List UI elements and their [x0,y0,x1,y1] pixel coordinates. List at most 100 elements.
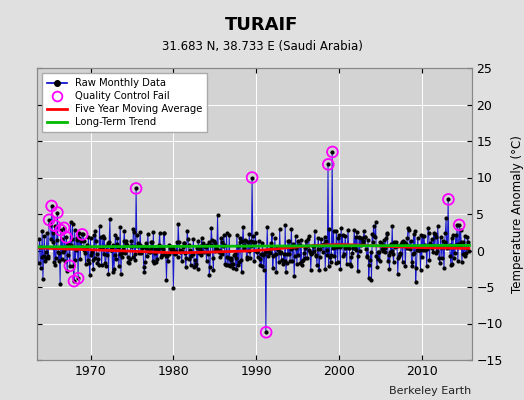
Point [340,251,348,257]
Point [204,239,213,246]
Point [126,243,135,250]
Point [102,242,111,249]
Point [53,209,62,216]
Point [258,240,267,246]
Point [141,259,149,265]
Point [57,227,65,233]
Point [138,244,147,250]
Point [279,261,287,267]
Point [418,233,427,239]
Point [228,261,236,268]
Point [415,247,423,253]
Point [148,239,156,245]
Point [339,232,347,238]
Point [146,249,154,256]
Point [51,222,59,229]
Point [83,257,92,263]
Point [335,232,343,238]
Point [293,260,301,267]
Point [123,241,132,248]
Point [408,263,417,269]
Point [165,242,173,248]
Point [380,237,388,243]
Point [399,238,408,244]
Point [210,238,219,244]
Point [201,243,209,250]
Point [174,238,183,245]
Point [191,263,200,269]
Point [405,244,413,251]
Point [337,225,345,231]
Point [413,247,421,254]
Point [35,236,43,242]
Point [243,254,252,260]
Point [366,257,374,264]
Point [203,242,211,248]
Point [457,238,465,245]
Point [423,246,432,252]
Point [147,238,156,245]
Point [443,245,451,252]
Point [355,234,363,241]
Point [237,257,245,263]
Point [184,236,192,242]
Point [264,252,272,259]
Point [220,242,228,248]
Point [95,261,103,268]
Point [361,234,369,240]
Point [208,237,216,243]
Point [156,229,164,236]
Point [236,235,245,242]
Point [401,262,410,269]
Point [424,230,433,236]
Point [57,256,66,262]
Point [412,264,421,271]
Point [80,238,88,244]
Point [307,267,315,274]
Point [54,258,63,264]
Point [396,250,404,256]
Point [55,250,63,257]
Point [285,238,293,245]
Point [328,252,336,258]
Point [345,244,354,251]
Point [230,252,238,258]
Point [177,248,185,254]
Point [85,272,94,278]
Point [450,255,458,261]
Point [414,246,423,253]
Point [174,221,182,227]
Point [52,236,61,243]
Point [268,230,276,237]
Point [206,264,214,270]
Point [430,243,439,249]
Point [67,242,75,249]
Point [206,242,215,249]
Point [248,232,257,239]
Point [225,232,234,238]
Point [39,252,48,259]
Point [404,224,412,231]
Point [334,235,343,242]
Point [221,261,230,267]
Point [306,249,314,255]
Point [242,237,250,244]
Point [135,249,143,256]
Point [287,226,296,232]
Point [161,251,169,257]
Point [444,196,453,202]
Point [435,254,443,261]
Point [151,250,160,256]
Point [171,251,180,257]
Point [204,250,212,257]
Point [229,264,237,271]
Point [135,242,144,248]
Point [347,254,356,260]
Point [400,240,409,246]
Point [119,246,127,252]
Point [163,258,172,265]
Point [159,230,168,236]
Point [48,203,56,209]
Point [330,253,339,259]
Point [378,242,387,248]
